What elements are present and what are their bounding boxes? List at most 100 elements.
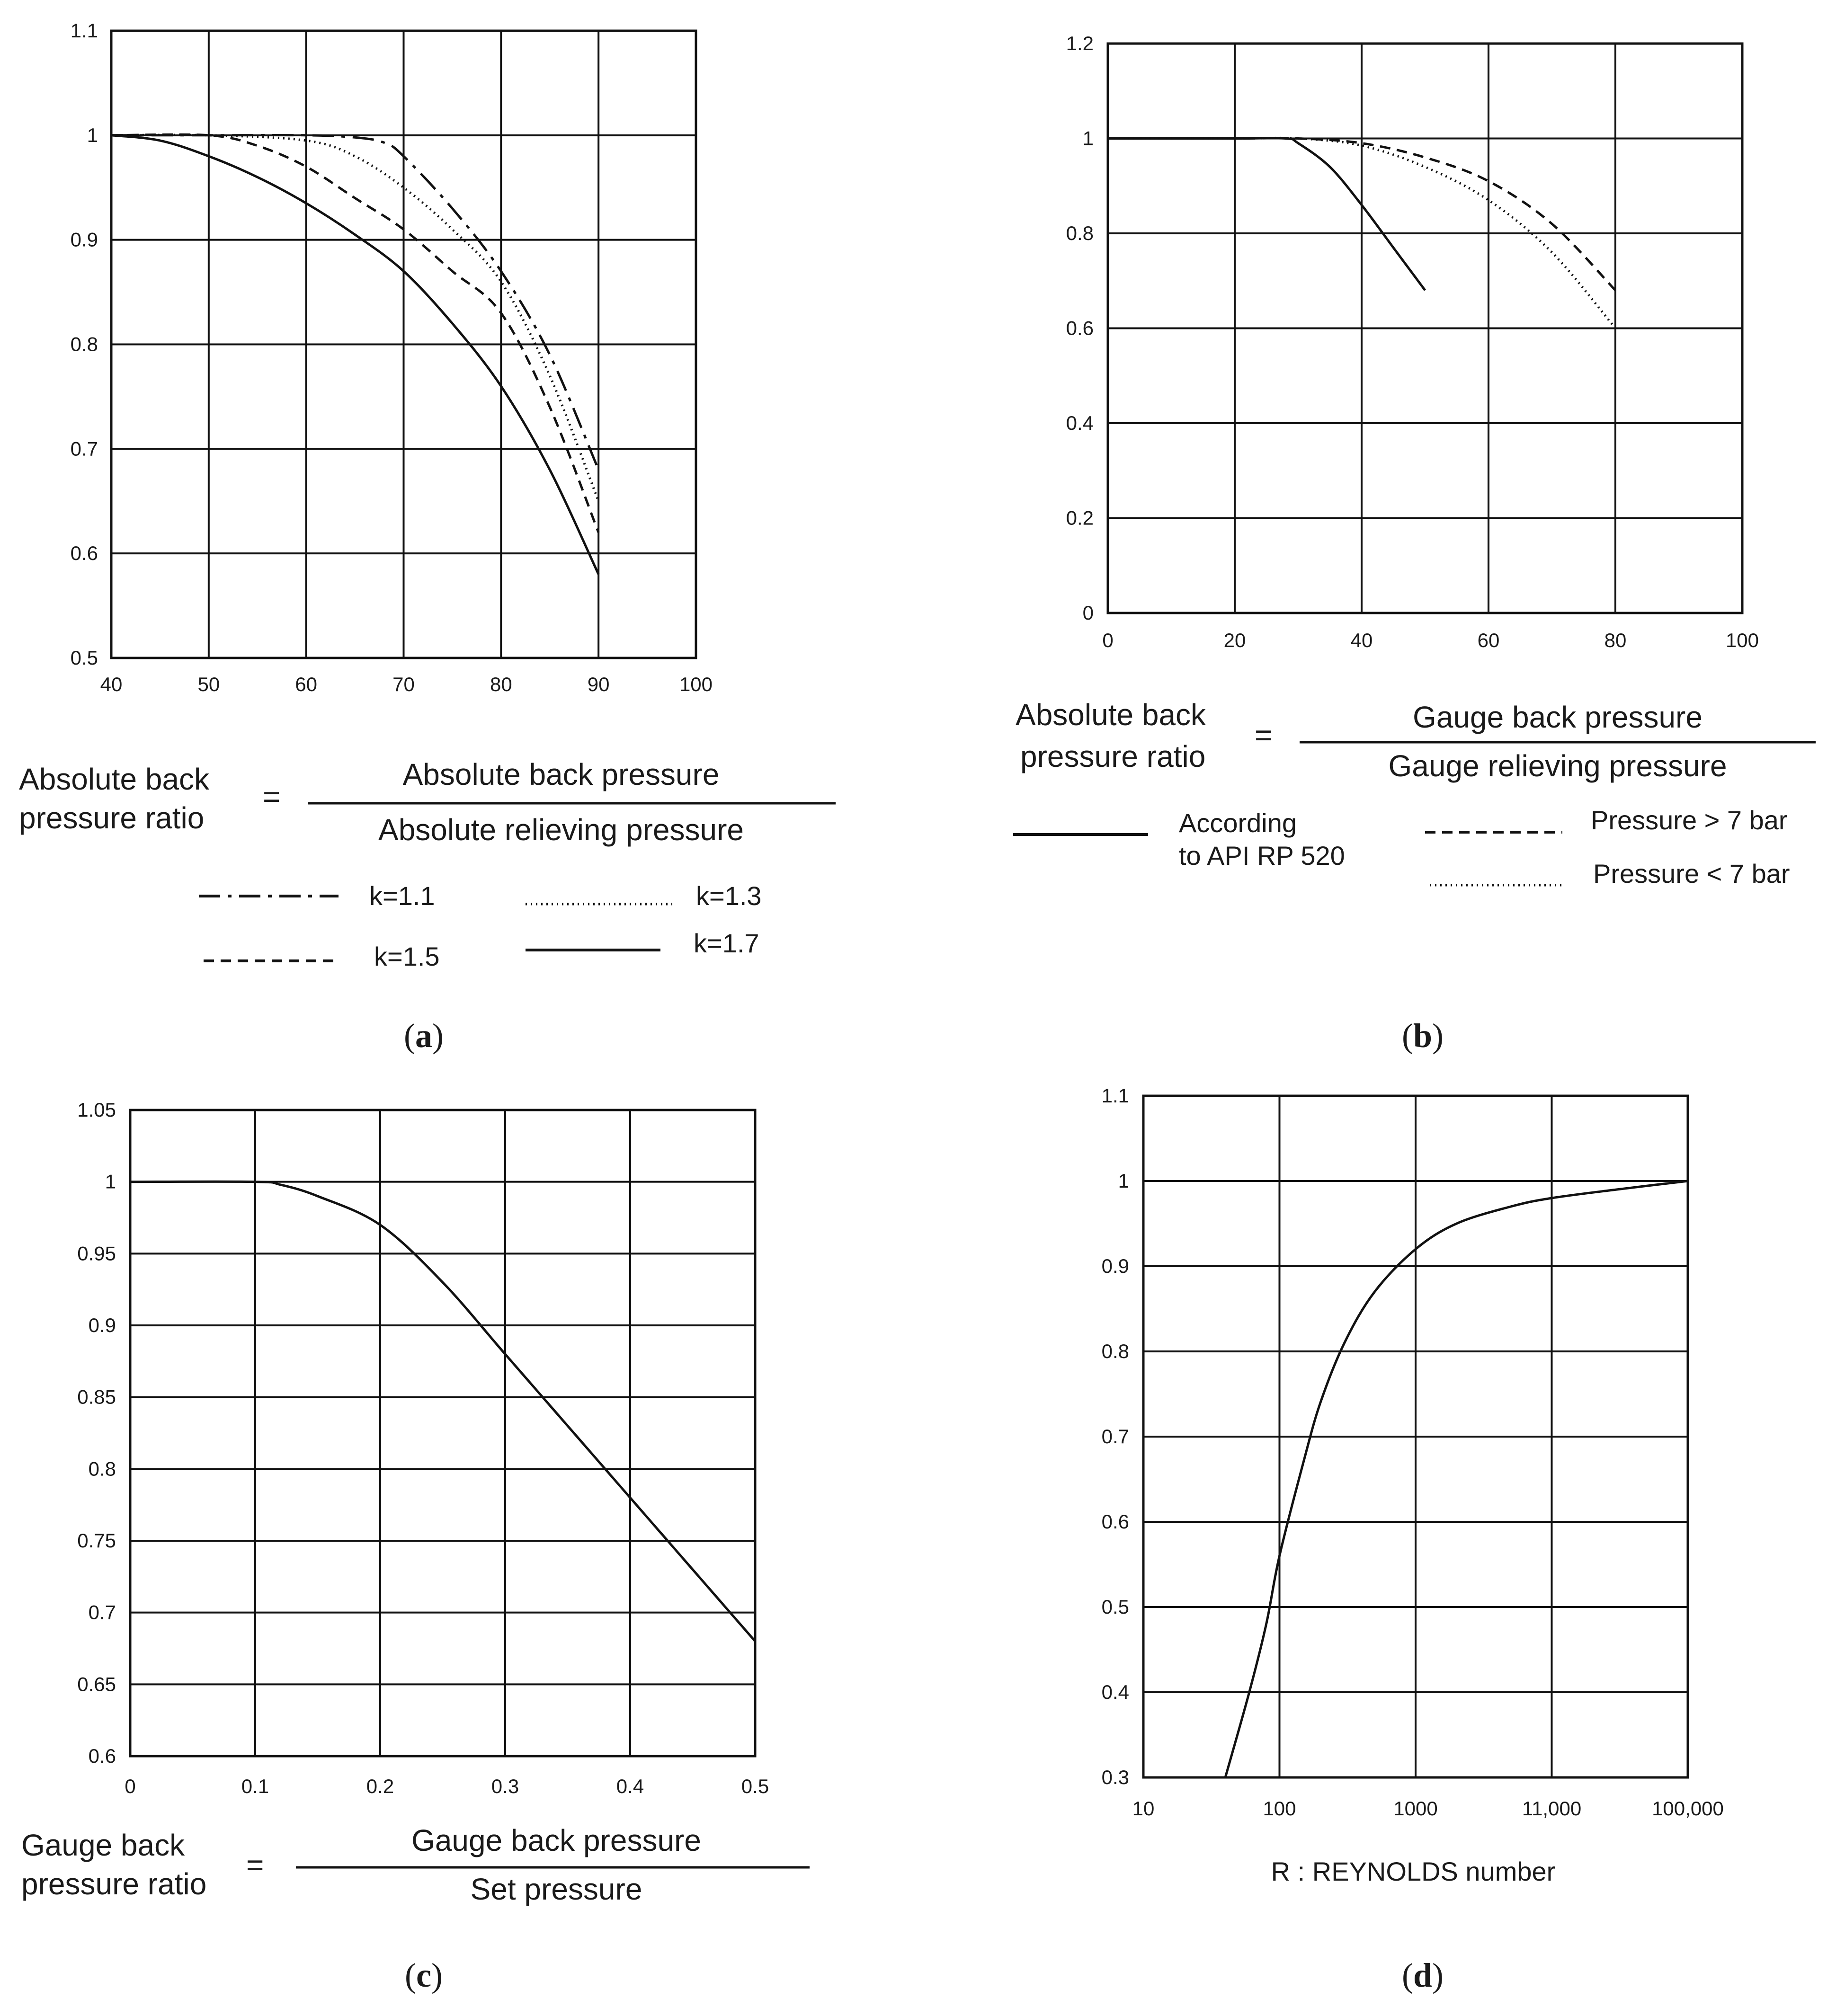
chart-b-x-tick-label: 40 [1351, 629, 1373, 651]
chart-c-formula-numerator: Gauge back pressure [411, 1823, 701, 1857]
legend-label-api-rp-520-line2: to API RP 520 [1179, 841, 1345, 870]
chart-a-y-tick-label: 0.9 [71, 229, 98, 251]
chart-b-series-line [1108, 136, 1616, 329]
chart-a-y-tick-label: 0.6 [71, 542, 98, 564]
chart-a-x-tick-label: 90 [588, 673, 610, 695]
chart-a-formula: Absolute back pressure ratio = Absolute … [19, 757, 836, 847]
chart-a-y-tick-labels: 0.5 0.6 0.7 0.8 0.9 1 1.1 [71, 19, 98, 669]
chart-d: 10 100 1000 11,000 100,000 0.30.40.50.60.70.… [1102, 1084, 1724, 1994]
chart-c-x-tick-label: 0.1 [241, 1775, 269, 1797]
chart-d-x-tick-label: 100,000 [1652, 1797, 1724, 1820]
chart-c-formula-lhs-line2: pressure ratio [21, 1867, 206, 1901]
chart-a-x-tick-label: 80 [490, 673, 512, 695]
chart-d-x-tick-label: 100 [1263, 1797, 1296, 1820]
chart-c-y-tick-label: 0.65 [77, 1673, 116, 1695]
chart-a-plot-frame [110, 29, 697, 659]
chart-a-series-line [111, 133, 600, 533]
chart-c: 0 0.1 0.2 0.3 0.4 0.5 0.60.650.70.750.80.850.… [21, 1099, 810, 1994]
legend-label-k1.3: k=1.3 [696, 881, 762, 911]
chart-a-y-tick-label: 1 [87, 124, 98, 146]
chart-c-y-tick-label: 1.05 [77, 1099, 116, 1121]
chart-b-x-tick-label: 80 [1604, 629, 1627, 651]
chart-d-x-tick-label: 1000 [1393, 1797, 1437, 1820]
chart-c-y-tick-label: 1 [105, 1171, 116, 1193]
chart-a-x-tick-label: 50 [197, 673, 220, 695]
chart-b-plot-frame [1106, 42, 1744, 614]
chart-a-x-tick-label: 40 [100, 673, 123, 695]
chart-b-y-tick-label: 1.2 [1066, 32, 1094, 54]
chart-c-formula-equals: = [246, 1848, 264, 1882]
chart-c-y-tick-labels: 0.6 0.65 0.7 0.75 0.8 0.85 0.9 0.95 1 1.05 [77, 1099, 116, 1767]
chart-b-y-tick-label: 0.4 [1066, 412, 1094, 434]
chart-c-series [130, 1180, 756, 1642]
chart-b-formula-equals: = [1255, 718, 1272, 752]
chart-d-y-tick-label: 1 [1118, 1170, 1129, 1192]
chart-c-y-tick-label: 0.95 [77, 1242, 116, 1264]
chart-b-y-tick-label: 0.6 [1066, 317, 1094, 339]
legend-label-k1.1: k=1.1 [369, 881, 435, 911]
chart-c-x-tick-labels: 0 0.1 0.2 0.3 0.4 0.5 [125, 1775, 769, 1797]
chart-c-y-tick-label: 0.7 [89, 1601, 116, 1624]
chart-b-series-line [1108, 137, 1616, 292]
chart-b-formula-lhs-line2: pressure ratio [1020, 739, 1205, 773]
chart-d-x-tick-label: 10 [1132, 1797, 1155, 1820]
legend-label-pressure-lt-7: Pressure < 7 bar [1593, 859, 1790, 888]
chart-c-y-tick-label: 0.85 [77, 1386, 116, 1408]
legend-label-k1.5: k=1.5 [374, 941, 440, 971]
chart-d-y-tick-label: 0.8 [1102, 1340, 1129, 1362]
chart-b-formula-lhs-line1: Absolute back [1016, 698, 1206, 732]
chart-b-x-tick-label: 60 [1478, 629, 1500, 651]
chart-a-y-tick-label: 0.7 [71, 437, 98, 460]
panel-label-b: (b) [1402, 1017, 1444, 1055]
chart-d-y-tick-labels: 0.3 0.4 0.5 0.6 0.7 0.8 0.9 1 1.1 [1102, 1084, 1129, 1788]
chart-a-y-tick-label: 1.1 [71, 19, 98, 42]
chart-b-y-tick-label: 0.2 [1066, 507, 1094, 529]
chart-d-y-tick-label: 0.7 [1102, 1425, 1129, 1448]
legend-label-pressure-gt-7: Pressure > 7 bar [1591, 805, 1788, 835]
chart-d-x-axis-label: R : REYNOLDS number [1271, 1856, 1556, 1886]
legend-label-k1.7: k=1.7 [694, 928, 759, 958]
legend-label-api-rp-520-line1: According [1179, 808, 1297, 838]
panel-label-a: (a) [404, 1017, 444, 1055]
chart-a-y-tick-label: 0.8 [71, 333, 98, 355]
chart-a-series [111, 133, 600, 575]
chart-c-formula: Gauge back pressure ratio = Gauge back p… [21, 1823, 810, 1906]
chart-c-x-tick-label: 0 [125, 1775, 135, 1797]
chart-b-x-tick-label: 100 [1726, 629, 1759, 651]
chart-a-formula-denominator: Absolute relieving pressure [378, 813, 744, 847]
chart-a-formula-lhs-line1: Absolute back [19, 762, 210, 796]
chart-d-y-tick-label: 0.9 [1102, 1255, 1129, 1277]
chart-b-legend: According to API RP 520 Pressure > 7 bar… [1013, 805, 1790, 888]
chart-c-x-tick-label: 0.5 [741, 1775, 769, 1797]
chart-b-formula-denominator: Gauge relieving pressure [1388, 749, 1727, 783]
chart-c-y-tick-label: 0.8 [89, 1457, 116, 1480]
panel-label-c: (c) [405, 1956, 443, 1994]
chart-a-x-tick-label: 100 [679, 673, 713, 695]
panel-label-d: (d) [1402, 1956, 1444, 1994]
chart-b-x-tick-labels: 0 20 40 60 80 100 [1102, 629, 1759, 651]
chart-c-y-tick-label: 0.6 [89, 1745, 116, 1767]
chart-a-formula-equals: = [263, 780, 280, 814]
chart-c-x-tick-label: 0.2 [366, 1775, 394, 1797]
chart-b-x-tick-label: 0 [1102, 629, 1113, 651]
chart-c-y-tick-label: 0.9 [89, 1314, 116, 1336]
chart-d-series [1224, 1180, 1688, 1778]
chart-b-formula-numerator: Gauge back pressure [1413, 700, 1702, 734]
chart-b-series [1108, 136, 1616, 329]
chart-d-y-tick-label: 0.4 [1102, 1681, 1129, 1703]
chart-a-x-tick-label: 60 [295, 673, 317, 695]
chart-d-y-tick-label: 0.5 [1102, 1596, 1129, 1618]
chart-b: 0 20 40 60 80 100 0 0.2 0.4 0.6 0.8 1 1.2 Absolute … [1013, 32, 1816, 1055]
chart-a-x-tick-label: 70 [392, 673, 415, 695]
chart-c-formula-lhs-line1: Gauge back [21, 1828, 185, 1862]
chart-d-plot-frame [1142, 1094, 1689, 1779]
chart-d-y-tick-label: 0.3 [1102, 1766, 1129, 1788]
chart-d-y-tick-label: 1.1 [1102, 1084, 1129, 1107]
chart-b-y-tick-labels: 0 0.2 0.4 0.6 0.8 1 1.2 [1066, 32, 1094, 624]
chart-c-series-line [130, 1180, 756, 1642]
chart-d-series-line [1224, 1180, 1688, 1778]
chart-b-formula: Absolute back pressure ratio = Gauge bac… [1016, 698, 1816, 783]
chart-a-series-line [111, 134, 600, 575]
